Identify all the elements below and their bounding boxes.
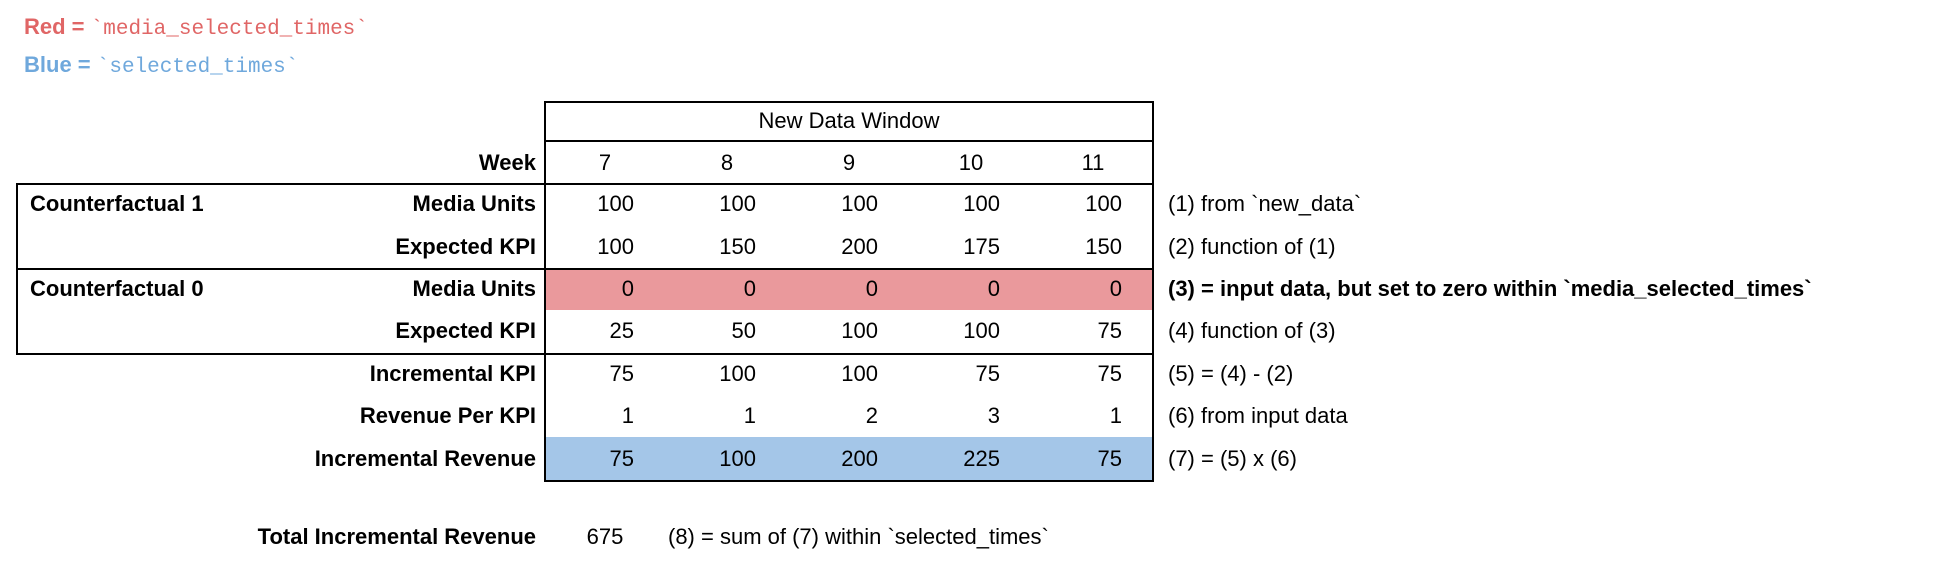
- cell-value: 2: [865, 403, 878, 429]
- row-label: Revenue Per KPI: [359, 403, 536, 429]
- table-row-media-units-cf0: Media Units 0 0 0 0 0 (3) = input data, …: [16, 268, 1960, 310]
- legend-blue: Blue = `selected_times`: [24, 52, 298, 79]
- cell-value: 3: [987, 403, 1000, 429]
- week-header: 10: [958, 149, 984, 175]
- cell-value: 100: [719, 445, 756, 471]
- counterfactual1-border-top: [16, 183, 1154, 185]
- table-border-left: [544, 101, 546, 482]
- table-border-top: [544, 101, 1154, 103]
- row-annotation: (2) function of (1): [1168, 233, 1336, 259]
- cell-value: 100: [597, 233, 634, 259]
- cell-value: 100: [963, 318, 1000, 344]
- cell-value: 1: [1109, 403, 1122, 429]
- row-annotation: (7) = (5) x (6): [1168, 445, 1297, 471]
- cell-value: 75: [609, 360, 634, 386]
- row-annotation: (3) = input data, but set to zero within…: [1168, 275, 1812, 301]
- cell-value: 0: [1109, 275, 1122, 301]
- cell-value: 100: [719, 360, 756, 386]
- cell-value: 100: [719, 191, 756, 217]
- cell-value: 0: [621, 275, 634, 301]
- cell-value: 75: [1097, 318, 1122, 344]
- cell-value: 0: [743, 275, 756, 301]
- table-row-expected-kpi-cf0: Expected KPI 25 50 100 100 75 (4) functi…: [16, 310, 1960, 352]
- total-row: Total Incremental Revenue 675 (8) = sum …: [16, 517, 1960, 557]
- cell-value: 100: [841, 360, 878, 386]
- cell-value: 75: [609, 445, 634, 471]
- cell-value: 1: [621, 403, 634, 429]
- week-row-label: Week: [478, 149, 536, 175]
- total-label: Total Incremental Revenue: [257, 524, 536, 549]
- cell-value: 150: [719, 233, 756, 259]
- cell-value: 225: [963, 445, 1000, 471]
- cell-value: 100: [963, 191, 1000, 217]
- cell-value: 0: [987, 275, 1000, 301]
- week-row: Week 7 8 9 10 11: [16, 142, 1960, 183]
- legend-red: Red = `media_selected_times`: [24, 14, 368, 41]
- table-row-revenue-per-kpi: Revenue Per KPI 1 1 2 3 1 (6) from input…: [16, 395, 1960, 437]
- cell-value: 200: [841, 445, 878, 471]
- legend-red-prefix: Red =: [24, 14, 91, 39]
- cell-value: 175: [963, 233, 1000, 259]
- counterfactual0-label: Counterfactual 0: [30, 275, 204, 301]
- week-header: 11: [1081, 149, 1105, 175]
- cell-value: 100: [597, 191, 634, 217]
- table-header-label: New Data Window: [758, 107, 940, 133]
- row-annotation: (4) function of (3): [1168, 318, 1336, 344]
- table-row-media-units-cf1: Media Units 100 100 100 100 100 (1) from…: [16, 183, 1960, 225]
- cell-value: 25: [609, 318, 634, 344]
- cell-value: 150: [1085, 233, 1122, 259]
- total-annotation: (8) = sum of (7) within `selected_times`: [668, 524, 1049, 549]
- media-selected-times-highlight: [546, 269, 1152, 311]
- table-border-bottom: [544, 479, 1154, 482]
- week-header: 7: [598, 149, 612, 175]
- table-border-under-header: [544, 140, 1154, 142]
- selected-times-highlight: [546, 437, 1152, 480]
- legend-blue-code: `selected_times`: [96, 56, 299, 79]
- row-label: Expected KPI: [395, 233, 536, 259]
- week-header: 8: [720, 149, 734, 175]
- cell-value: 200: [841, 233, 878, 259]
- cell-value: 100: [841, 191, 878, 217]
- row-label: Media Units: [412, 275, 536, 301]
- row-label: Expected KPI: [395, 318, 536, 344]
- row-label: Incremental Revenue: [314, 445, 536, 471]
- table-header: New Data Window: [544, 101, 1154, 140]
- total-value: 675: [586, 524, 624, 549]
- row-annotation: (6) from input data: [1168, 403, 1348, 429]
- counterfactual-border-left: [16, 183, 18, 355]
- cell-value: 75: [975, 360, 1000, 386]
- cell-value: 75: [1097, 360, 1122, 386]
- counterfactual-divider: [16, 267, 1154, 270]
- row-label: Incremental KPI: [369, 360, 536, 386]
- counterfactual0-border-bottom: [16, 352, 1154, 355]
- cell-value: 1: [743, 403, 756, 429]
- cell-value: 100: [841, 318, 878, 344]
- cell-value: 0: [865, 275, 878, 301]
- row-label: Media Units: [412, 191, 536, 217]
- table-row-incremental-revenue: Incremental Revenue 75 100 200 225 75 (7…: [16, 437, 1960, 479]
- row-annotation: (5) = (4) - (2): [1168, 360, 1294, 386]
- legend-blue-prefix: Blue =: [24, 52, 97, 77]
- table-row-expected-kpi-cf1: Expected KPI 100 150 200 175 150 (2) fun…: [16, 225, 1960, 267]
- week-header: 9: [842, 149, 856, 175]
- legend-red-code: `media_selected_times`: [90, 18, 368, 41]
- table-border-right: [1152, 101, 1154, 482]
- cell-value: 50: [731, 318, 756, 344]
- cell-value: 75: [1097, 445, 1122, 471]
- cell-value: 100: [1085, 191, 1122, 217]
- counterfactual1-label: Counterfactual 1: [30, 191, 204, 217]
- table-row-incremental-kpi: Incremental KPI 75 100 100 75 75 (5) = (…: [16, 353, 1960, 395]
- row-annotation: (1) from `new_data`: [1168, 191, 1362, 217]
